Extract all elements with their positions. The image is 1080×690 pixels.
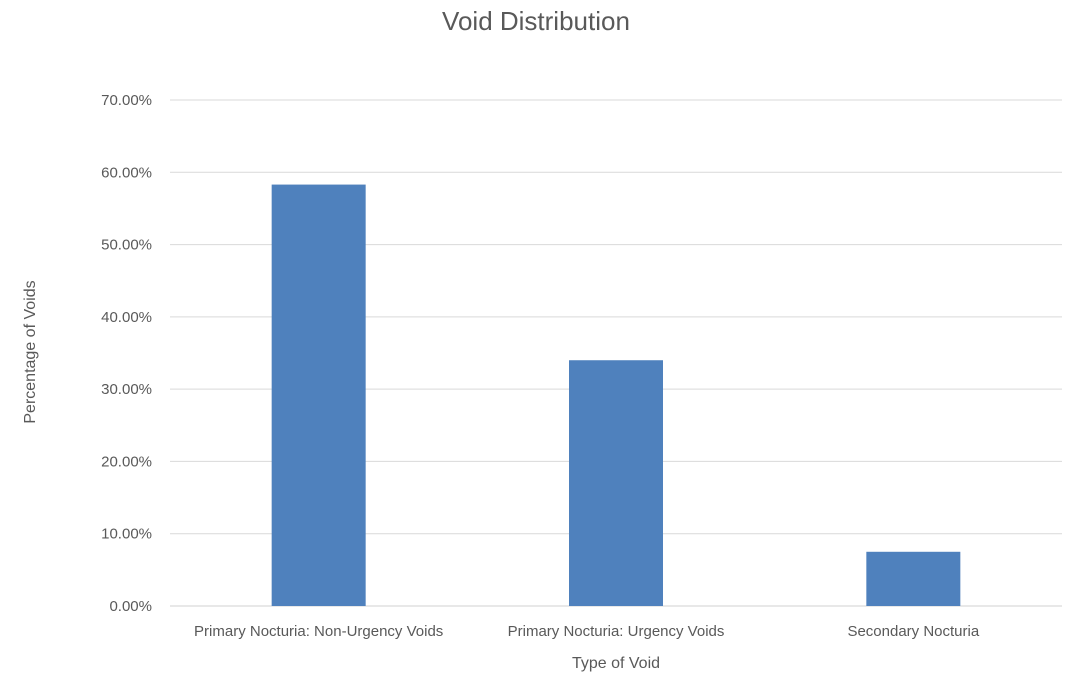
y-tick-label: 30.00% bbox=[101, 381, 152, 398]
chart-title: Void Distribution bbox=[442, 6, 630, 36]
x-tick-label: Secondary Nocturia bbox=[847, 623, 979, 640]
y-tick-label: 0.00% bbox=[109, 598, 152, 615]
x-tick-labels: Primary Nocturia: Non-Urgency Voids Prima… bbox=[194, 623, 980, 640]
y-tick-label: 50.00% bbox=[101, 237, 152, 254]
y-tick-label: 10.00% bbox=[101, 526, 152, 543]
x-tick-label: Primary Nocturia: Urgency Voids bbox=[508, 623, 725, 640]
y-tick-label: 60.00% bbox=[101, 164, 152, 181]
bar bbox=[569, 360, 663, 606]
x-axis-label: Type of Void bbox=[572, 655, 660, 672]
bar bbox=[866, 551, 961, 606]
y-axis-label: Percentage of Voids bbox=[22, 280, 39, 423]
bars bbox=[271, 184, 961, 606]
y-tick-label: 70.00% bbox=[101, 92, 152, 109]
x-tick-label: Primary Nocturia: Non-Urgency Voids bbox=[194, 623, 443, 640]
y-tick-label: 20.00% bbox=[101, 453, 152, 470]
y-tick-labels: 0.00% 10.00% 20.00% 30.00% 40.00% 50.00% 60.00… bbox=[101, 92, 152, 615]
y-tick-label: 40.00% bbox=[101, 309, 152, 326]
bar bbox=[271, 184, 366, 606]
